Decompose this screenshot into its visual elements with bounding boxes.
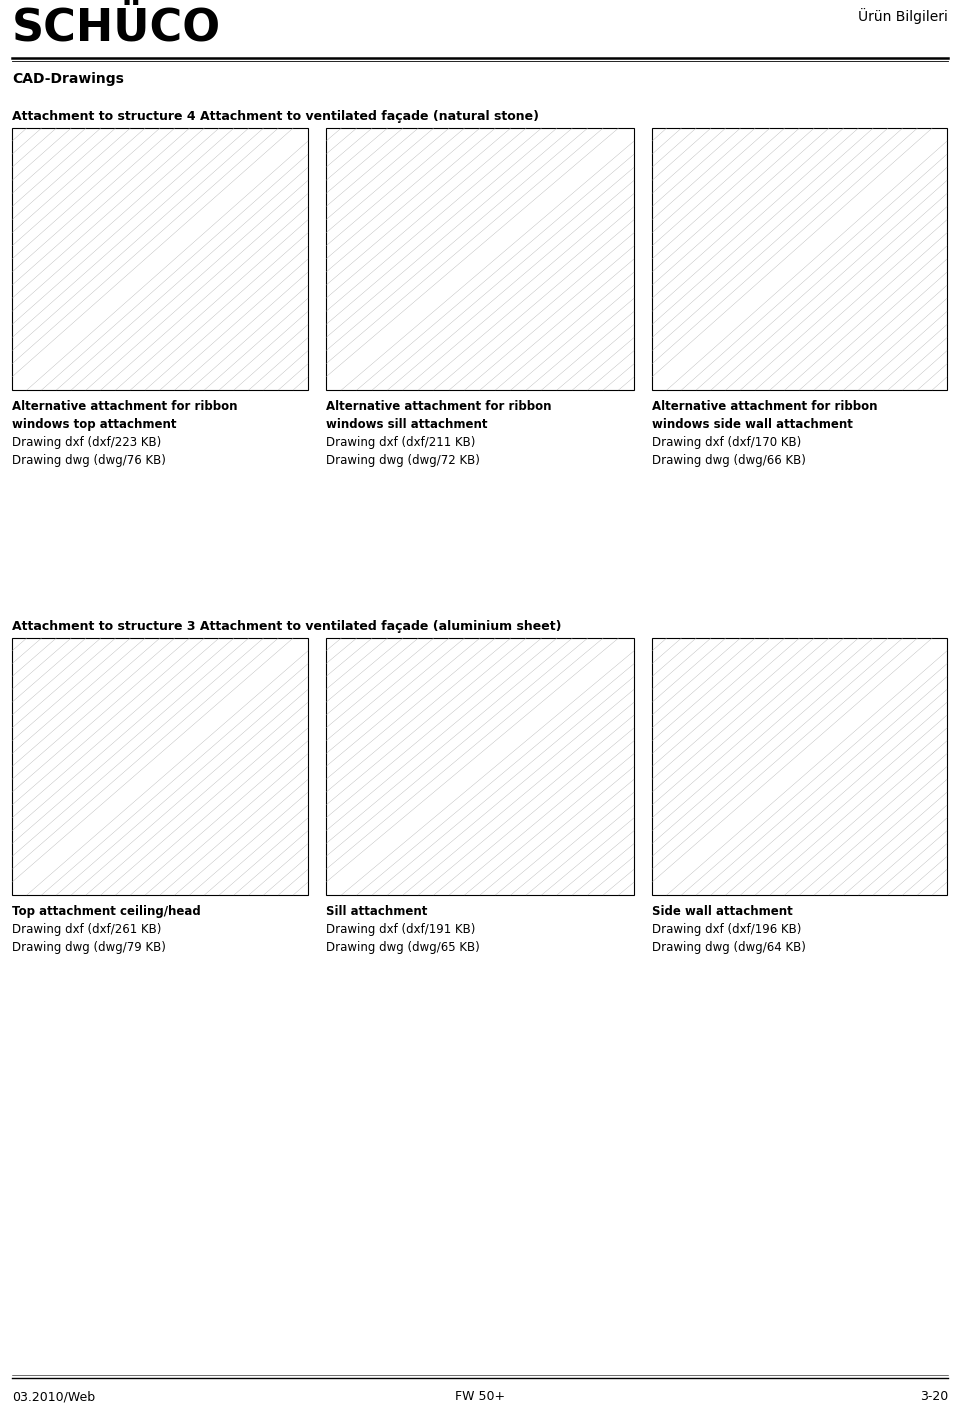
Text: Side wall attachment: Side wall attachment <box>652 905 793 918</box>
Text: CAD-Drawings: CAD-Drawings <box>12 72 124 86</box>
Text: Attachment to structure 3 Attachment to ventilated façade (aluminium sheet): Attachment to structure 3 Attachment to … <box>12 620 562 633</box>
Text: Sill attachment: Sill attachment <box>326 905 427 918</box>
Text: Drawing dwg (dwg/79 KB): Drawing dwg (dwg/79 KB) <box>12 941 166 954</box>
Text: Drawing dxf (dxf/211 KB): Drawing dxf (dxf/211 KB) <box>326 436 475 449</box>
Text: Alternative attachment for ribbon: Alternative attachment for ribbon <box>326 400 551 412</box>
Text: Ürün Bilgileri: Ürün Bilgileri <box>858 8 948 24</box>
Text: SCHÜCO: SCHÜCO <box>12 8 221 51</box>
Bar <box>12 128 308 390</box>
Text: windows sill attachment: windows sill attachment <box>326 418 488 431</box>
Text: Drawing dxf (dxf/223 KB): Drawing dxf (dxf/223 KB) <box>12 436 161 449</box>
Text: Drawing dwg (dwg/65 KB): Drawing dwg (dwg/65 KB) <box>326 941 480 954</box>
Bar <box>326 638 634 895</box>
Text: windows side wall attachment: windows side wall attachment <box>652 418 852 431</box>
Text: Alternative attachment for ribbon: Alternative attachment for ribbon <box>12 400 237 412</box>
Text: Drawing dxf (dxf/191 KB): Drawing dxf (dxf/191 KB) <box>326 923 475 936</box>
Text: Drawing dwg (dwg/72 KB): Drawing dwg (dwg/72 KB) <box>326 455 480 467</box>
Text: Attachment to structure 4 Attachment to ventilated façade (natural stone): Attachment to structure 4 Attachment to … <box>12 109 539 123</box>
Text: 3-20: 3-20 <box>920 1390 948 1403</box>
Text: Drawing dxf (dxf/170 KB): Drawing dxf (dxf/170 KB) <box>652 436 802 449</box>
Text: FW 50+: FW 50+ <box>455 1390 505 1403</box>
Bar <box>326 128 634 390</box>
Bar <box>652 638 947 895</box>
Bar <box>12 638 308 895</box>
Text: windows top attachment: windows top attachment <box>12 418 177 431</box>
Text: Drawing dwg (dwg/76 KB): Drawing dwg (dwg/76 KB) <box>12 455 166 467</box>
Text: Drawing dxf (dxf/261 KB): Drawing dxf (dxf/261 KB) <box>12 923 161 936</box>
Text: 03.2010/Web: 03.2010/Web <box>12 1390 95 1403</box>
Text: Top attachment ceiling/head: Top attachment ceiling/head <box>12 905 201 918</box>
Text: Drawing dwg (dwg/64 KB): Drawing dwg (dwg/64 KB) <box>652 941 805 954</box>
Text: Drawing dxf (dxf/196 KB): Drawing dxf (dxf/196 KB) <box>652 923 802 936</box>
Text: Drawing dwg (dwg/66 KB): Drawing dwg (dwg/66 KB) <box>652 455 805 467</box>
Text: Alternative attachment for ribbon: Alternative attachment for ribbon <box>652 400 877 412</box>
Bar <box>652 128 947 390</box>
